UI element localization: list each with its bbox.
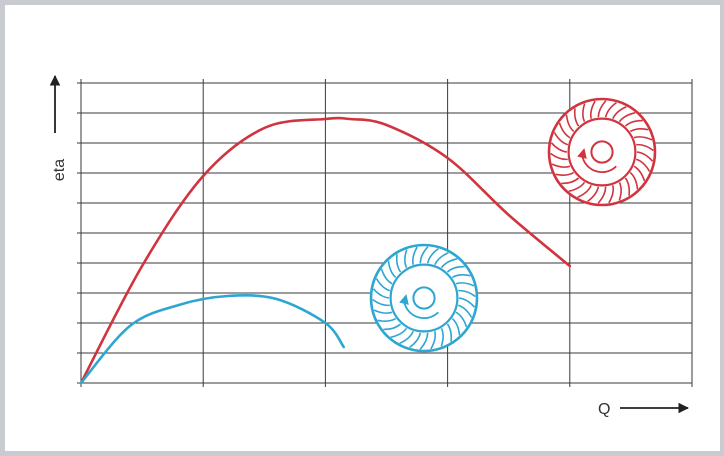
x-axis-label: Q (598, 401, 610, 418)
series-group (79, 116, 572, 385)
rotation-arrow-icon (581, 154, 617, 174)
y-axis-label-group: eta (49, 74, 68, 181)
y-axis-label: eta (51, 159, 68, 181)
rotation-arrow-icon (403, 300, 439, 320)
series-line-2 (79, 294, 346, 385)
impeller-icons (369, 97, 657, 353)
x-axis-label-group: Q (598, 401, 690, 418)
red-impeller-icon (547, 97, 657, 207)
series-line-1 (79, 116, 572, 385)
blue-impeller-icon (369, 243, 479, 353)
